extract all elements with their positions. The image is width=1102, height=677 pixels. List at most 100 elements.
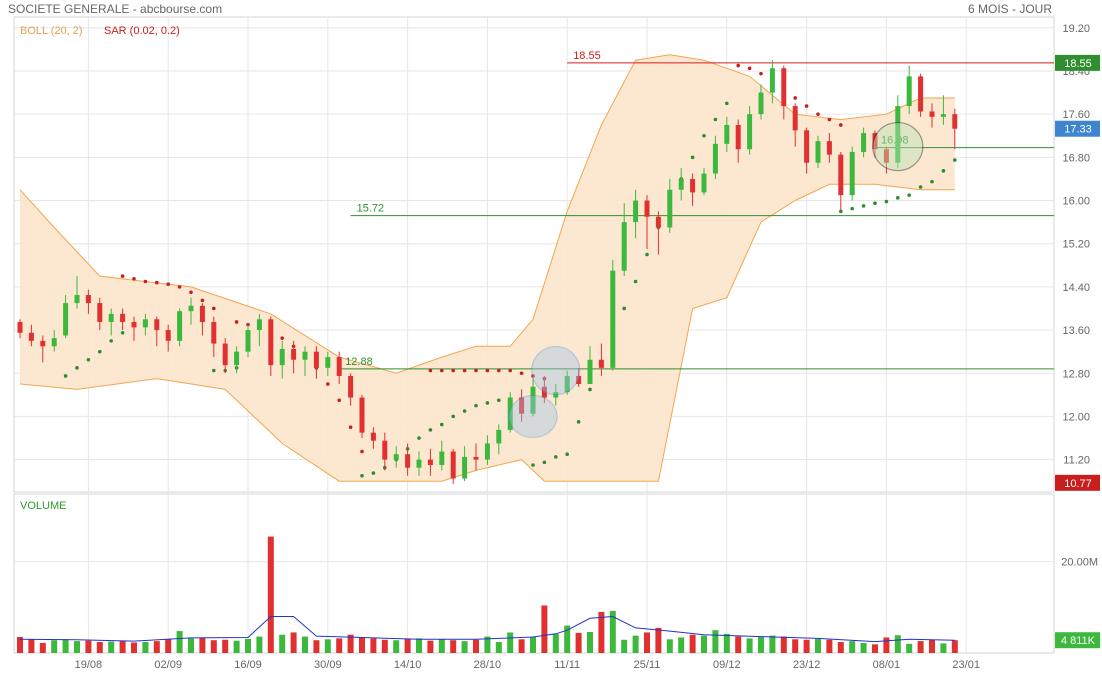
sar-dot (440, 368, 444, 373)
candle-body (154, 319, 160, 331)
sar-dot (63, 374, 68, 378)
candle-body (291, 348, 297, 360)
candle-body (804, 130, 810, 163)
candle-body (872, 133, 878, 150)
sar-dot (576, 420, 581, 424)
volume-bar (906, 643, 913, 653)
volume-average-line (19, 615, 955, 643)
sar-dot (645, 252, 649, 257)
candle-body (51, 338, 57, 347)
y-tick-label: 12.80 (1062, 368, 1090, 380)
sar-dot (953, 158, 957, 162)
candle-body (473, 456, 479, 460)
candle-body (838, 154, 844, 196)
candle-body (519, 397, 525, 414)
candle-body (610, 270, 616, 368)
volume-bar (313, 640, 320, 653)
sar-dot (542, 460, 547, 465)
sar-dot (86, 357, 91, 362)
support-line-16-98-label: 16.98 (881, 135, 909, 147)
candle-body (382, 440, 388, 460)
volume-tick-label: 20.00M (1061, 557, 1098, 569)
sar-dot (132, 276, 136, 281)
high-badge (1055, 54, 1100, 71)
candle-body (97, 303, 103, 322)
candle-body (40, 340, 46, 347)
y-tick-label: 16.00 (1062, 196, 1090, 208)
volume-bar (541, 605, 548, 653)
sar-dot (280, 336, 285, 340)
sar-dot (793, 96, 797, 100)
candle-body (177, 311, 183, 341)
x-tick-label: 19/08 (75, 659, 103, 671)
period-label: 6 MOIS - JOUR (967, 2, 1052, 16)
volume-bar (735, 636, 742, 653)
sar-dot (827, 117, 832, 122)
volume-bar (575, 632, 582, 653)
sar-dot (861, 204, 866, 208)
sar-dot (508, 368, 512, 373)
volume-bar (347, 634, 354, 653)
volume-bar (609, 610, 616, 653)
sar-dot (747, 66, 752, 71)
volume-bar (507, 632, 514, 653)
sar-dot (326, 382, 330, 386)
y-tick-label: 12.00 (1062, 411, 1090, 423)
volume-bar (336, 638, 343, 653)
volume-bar (678, 637, 685, 653)
resistance-line-label: 18.55 (573, 50, 601, 62)
candle-body (553, 392, 559, 398)
volume-bar (780, 636, 787, 653)
candle-body (462, 456, 468, 479)
x-tick-label: 09/12 (713, 659, 741, 671)
sar-dot (839, 123, 843, 127)
volume-bar (153, 641, 160, 653)
candle-body (325, 357, 331, 368)
y-tick-label: 17.60 (1062, 109, 1090, 121)
sar-dot (622, 306, 626, 311)
candle-body (268, 319, 274, 366)
candle-body (313, 351, 319, 368)
support-line-15-72-label: 15.72 (357, 203, 385, 215)
sar-dot (143, 279, 148, 284)
sar-dot (531, 463, 535, 467)
volume-bar (427, 640, 434, 653)
candle-body (918, 76, 924, 112)
candle-body (929, 111, 935, 117)
candle-body (530, 386, 536, 414)
candle-body (188, 305, 194, 312)
candle-body (690, 178, 696, 193)
volume-bar (438, 639, 445, 653)
candle-body (861, 133, 867, 152)
volume-bar (837, 642, 844, 653)
volume-bar (461, 641, 468, 653)
volume-bar (119, 641, 126, 653)
volume-bar (849, 641, 856, 653)
candle-body (576, 375, 582, 385)
volume-bar (701, 635, 707, 653)
candle-body (370, 432, 376, 441)
candle-body (234, 351, 240, 366)
sar-dot (485, 368, 490, 373)
volume-bar (792, 639, 799, 653)
sar-dot (428, 368, 433, 373)
sar-legend: SAR (0.02, 0.2) (104, 25, 180, 37)
candle-body (507, 397, 513, 430)
volume-badge (1055, 632, 1100, 649)
candle-body (28, 332, 34, 341)
volume-bar (393, 640, 400, 653)
volume-bar (723, 633, 730, 653)
volume-bar (860, 642, 867, 653)
sar-dot (166, 282, 170, 286)
candle-body (393, 454, 399, 460)
volume-bar (666, 639, 673, 653)
volume-bar (199, 637, 206, 653)
volume-bar (518, 639, 525, 653)
sar-dot (816, 112, 820, 116)
sar-dot (873, 201, 877, 206)
sar-dot (497, 368, 501, 373)
volume-bar (689, 634, 696, 653)
bollinger-legend: BOLL (20, 2) (20, 25, 83, 37)
volume-bar (370, 638, 377, 653)
sar-dot (930, 179, 934, 184)
